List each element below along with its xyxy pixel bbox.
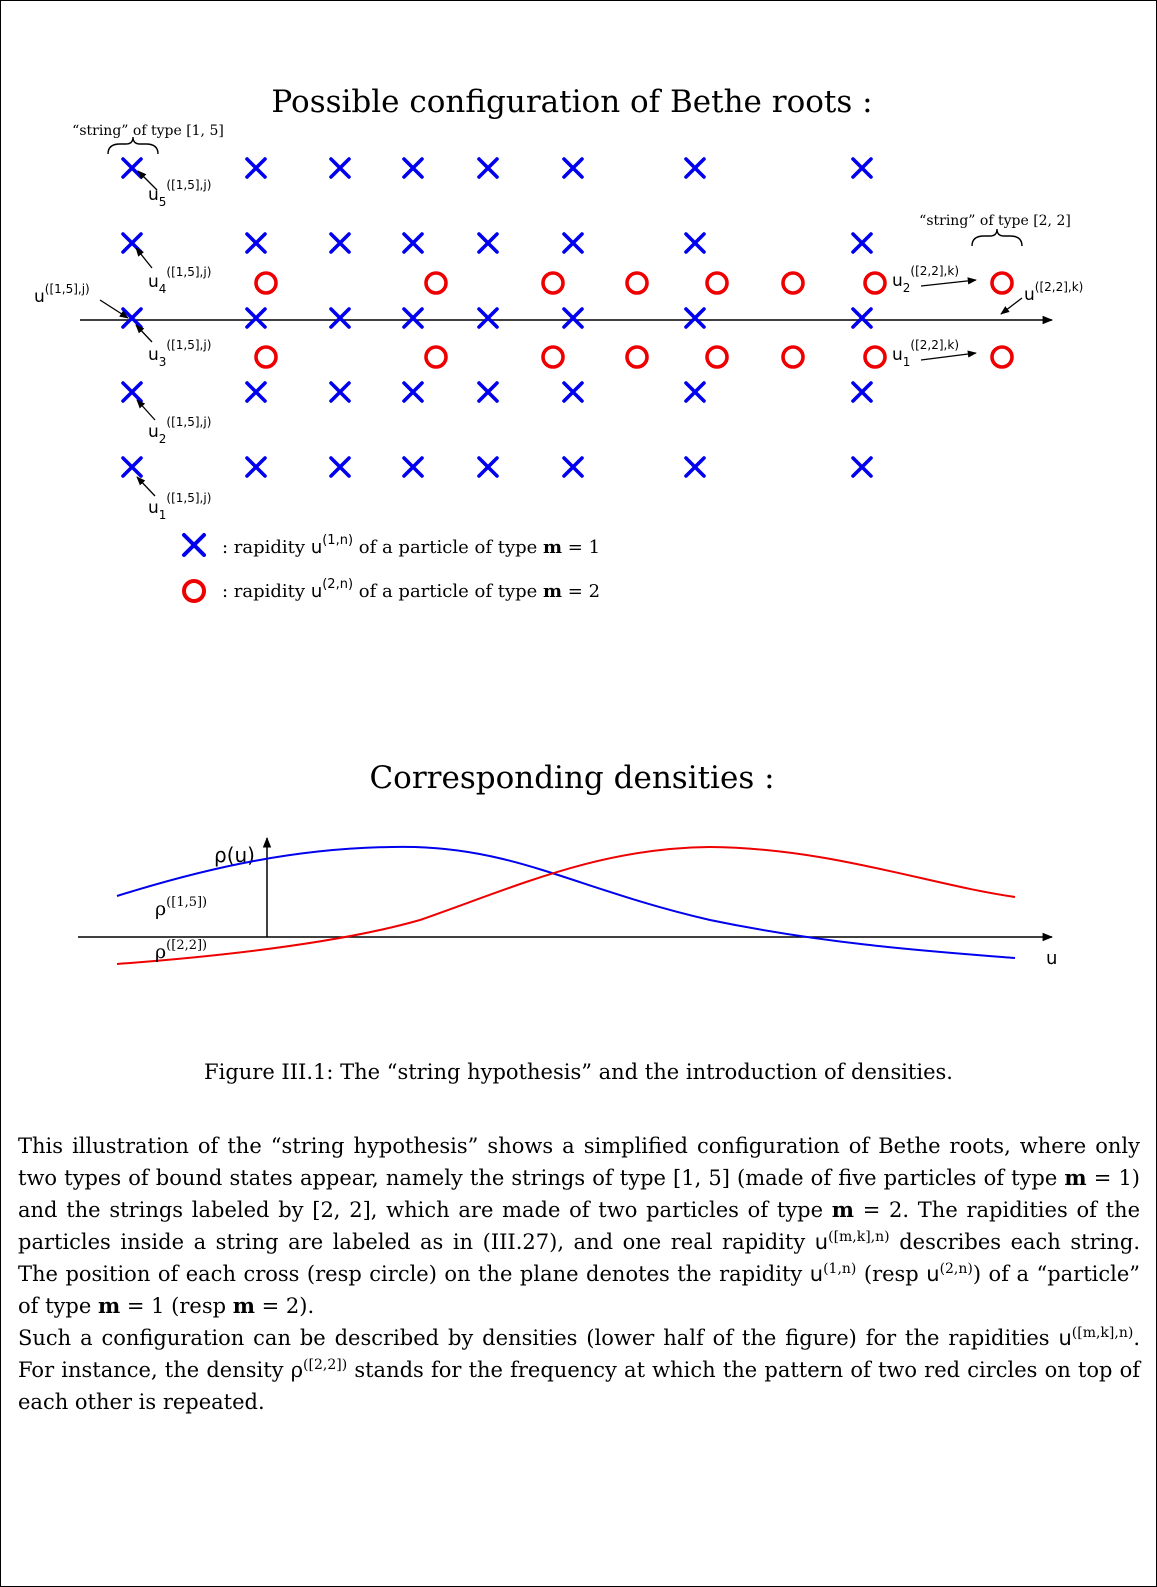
brace-22 [971,228,1023,247]
label-u2-22: u2([2,2],k) [892,264,959,295]
rho-15-label: ρ([1,5]) [155,895,207,920]
figure-bottom-title: Corresponding densities : [369,760,774,796]
circle-marker [254,271,278,295]
cross-marker [851,307,873,329]
paragraph-2: Such a configuration can be described by… [18,1325,1140,1414]
circle-marker [781,345,805,369]
circle-marker [625,271,649,295]
cross-marker [684,456,706,478]
cross-marker [562,381,584,403]
cross-marker [329,232,351,254]
circle-marker [541,271,565,295]
cross-marker [477,157,499,179]
label-u-string15: u([1,5],j) [34,282,90,307]
circle-marker [781,271,805,295]
cross-marker [851,381,873,403]
circle-marker [863,345,887,369]
cross-marker [402,307,424,329]
figure-caption: Figure III.1: The “string hypothesis” an… [204,1060,953,1084]
rho-22-label: ρ([2,2]) [155,938,207,963]
cross-marker [851,456,873,478]
legend-cross-icon [182,533,206,557]
figure: Possible configuration of Bethe roots : … [34,84,1083,969]
circle-marker [541,345,565,369]
circle-marker [705,345,729,369]
cross-marker [562,157,584,179]
cross-marker [684,232,706,254]
cross-marker [562,232,584,254]
circle-marker [625,345,649,369]
circle-marker [990,345,1014,369]
label-u1-22: u1([2,2],k) [892,338,959,369]
legend-cross-text: : rapidity u(1,n) of a particle of type … [222,533,600,558]
cross-marker [851,232,873,254]
label-u4: u4([1,5],j) [148,265,211,296]
cross-marker [245,232,267,254]
cross-marker [245,307,267,329]
cross-marker [562,456,584,478]
cross-marker [121,381,143,403]
label-u1: u1([1,5],j) [148,491,211,522]
figure-top-title: Possible configuration of Bethe roots : [271,84,872,120]
paragraph-1: This illustration of the “string hypothe… [18,1134,1141,1318]
cross-marker [402,381,424,403]
cross-marker [562,307,584,329]
cross-marker [477,307,499,329]
circle-marker [990,271,1014,295]
legend-circle-icon [182,579,206,603]
labels-22: u2([2,2],k) u1([2,2],k) u([2,2],k) [892,264,1083,369]
circle-marker [254,345,278,369]
cross-marker [402,157,424,179]
cross-marker [121,157,143,179]
legend: : rapidity u(1,n) of a particle of type … [182,533,600,603]
density-curve-22 [116,845,1016,965]
label-u-string22: u([2,2],k) [1024,280,1083,305]
cross-marker [329,157,351,179]
cross-marker [329,456,351,478]
labels-15: u5([1,5],j) u4([1,5],j) u([1,5],j) u3([1… [34,170,211,522]
string-15-label: “string” of type [1, 5] [72,123,224,139]
label-u5: u5([1,5],j) [148,178,211,209]
cross-marker [121,307,143,329]
body-text: This illustration of the “string hypothe… [18,1130,1140,1418]
string-22-label: “string” of type [2, 2] [919,213,1071,229]
cross-marker [402,232,424,254]
cross-marker [245,157,267,179]
cross-marker [329,381,351,403]
label-u3: u3([1,5],j) [148,338,211,369]
density-plot: ρ(u) u ρ([1,5]) ρ([2,2]) [78,836,1057,969]
cross-marker [121,456,143,478]
cross-marker [329,307,351,329]
cross-marker [477,456,499,478]
legend-circle-text: : rapidity u(2,n) of a particle of type … [222,577,600,602]
circle-marker [705,271,729,295]
cross-marker [245,456,267,478]
cross-marker [402,456,424,478]
cross-marker [684,157,706,179]
circle-marker [863,271,887,295]
circles-layer [254,271,1014,369]
cross-marker [121,232,143,254]
circle-marker [424,271,448,295]
cross-marker [477,232,499,254]
cross-marker [684,381,706,403]
circle-marker [424,345,448,369]
crosses-layer [121,157,873,478]
density-y-label: ρ(u) [214,843,255,867]
cross-marker [684,307,706,329]
cross-marker [851,157,873,179]
cross-marker [477,381,499,403]
density-x-label: u [1046,948,1057,969]
brace-15 [107,136,159,155]
cross-marker [245,381,267,403]
label-u2: u2([1,5],j) [148,415,211,446]
